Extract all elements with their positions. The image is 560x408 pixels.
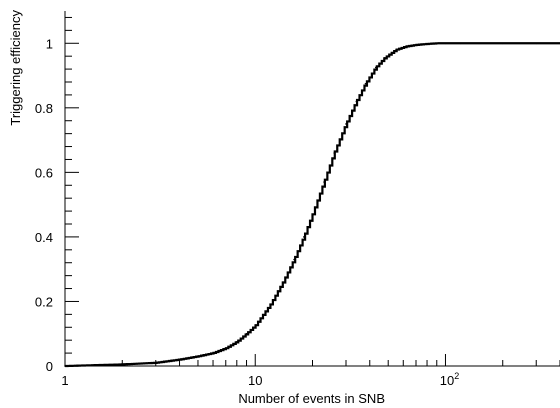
- data-point: [154, 361, 157, 364]
- data-point: [245, 332, 248, 335]
- data-point: [311, 213, 314, 216]
- data-point: [374, 66, 377, 69]
- data-point: [121, 363, 124, 366]
- data-point: [384, 56, 386, 59]
- data-point: [364, 82, 367, 85]
- data-point: [333, 152, 335, 154]
- data-point: [293, 258, 295, 261]
- x-tick-label: 102: [440, 371, 459, 388]
- data-point: [212, 352, 214, 354]
- y-tick-label: 0.2: [35, 294, 53, 309]
- data-point: [323, 181, 325, 183]
- data-point: [345, 123, 347, 125]
- data-point: [415, 44, 417, 46]
- y-tick-label: 0.8: [35, 101, 53, 116]
- data-point: [435, 42, 438, 45]
- data-point: [224, 347, 227, 350]
- data-point: [478, 42, 480, 45]
- y-tick-label: 1: [46, 36, 53, 51]
- x-axis-ticks: 1 10 102: [61, 354, 560, 388]
- data-point: [178, 358, 181, 361]
- series-layer: [64, 42, 560, 368]
- data-point: [254, 324, 257, 327]
- data-point: [355, 100, 358, 103]
- plot-frame: [64, 11, 560, 367]
- x-tick-label: 10: [248, 373, 262, 388]
- data-point: [501, 42, 504, 45]
- data-point: [269, 303, 272, 306]
- x-axis-label: Number of events in SNB: [238, 391, 385, 406]
- data-point: [444, 42, 447, 45]
- y-tick-label: 0.4: [35, 230, 53, 245]
- y-axis-ticks: 0 0.2 0.4 0.6 0.8 1: [35, 16, 79, 374]
- data-point: [459, 42, 462, 45]
- data-point: [535, 42, 538, 45]
- efficiency-curve: [65, 42, 560, 368]
- data-point: [426, 43, 428, 45]
- y-tick-label: 0.6: [35, 165, 53, 180]
- data-point: [282, 281, 284, 283]
- data-point: [405, 45, 407, 48]
- y-axis-label: Triggering efficiency: [8, 10, 23, 126]
- data-point: [395, 48, 397, 51]
- data-point: [64, 365, 66, 367]
- data-point: [197, 355, 199, 358]
- data-point: [235, 340, 238, 343]
- x-tick-label: 1: [61, 373, 68, 388]
- y-tick-label: 0: [46, 359, 53, 374]
- data-point: [302, 236, 305, 238]
